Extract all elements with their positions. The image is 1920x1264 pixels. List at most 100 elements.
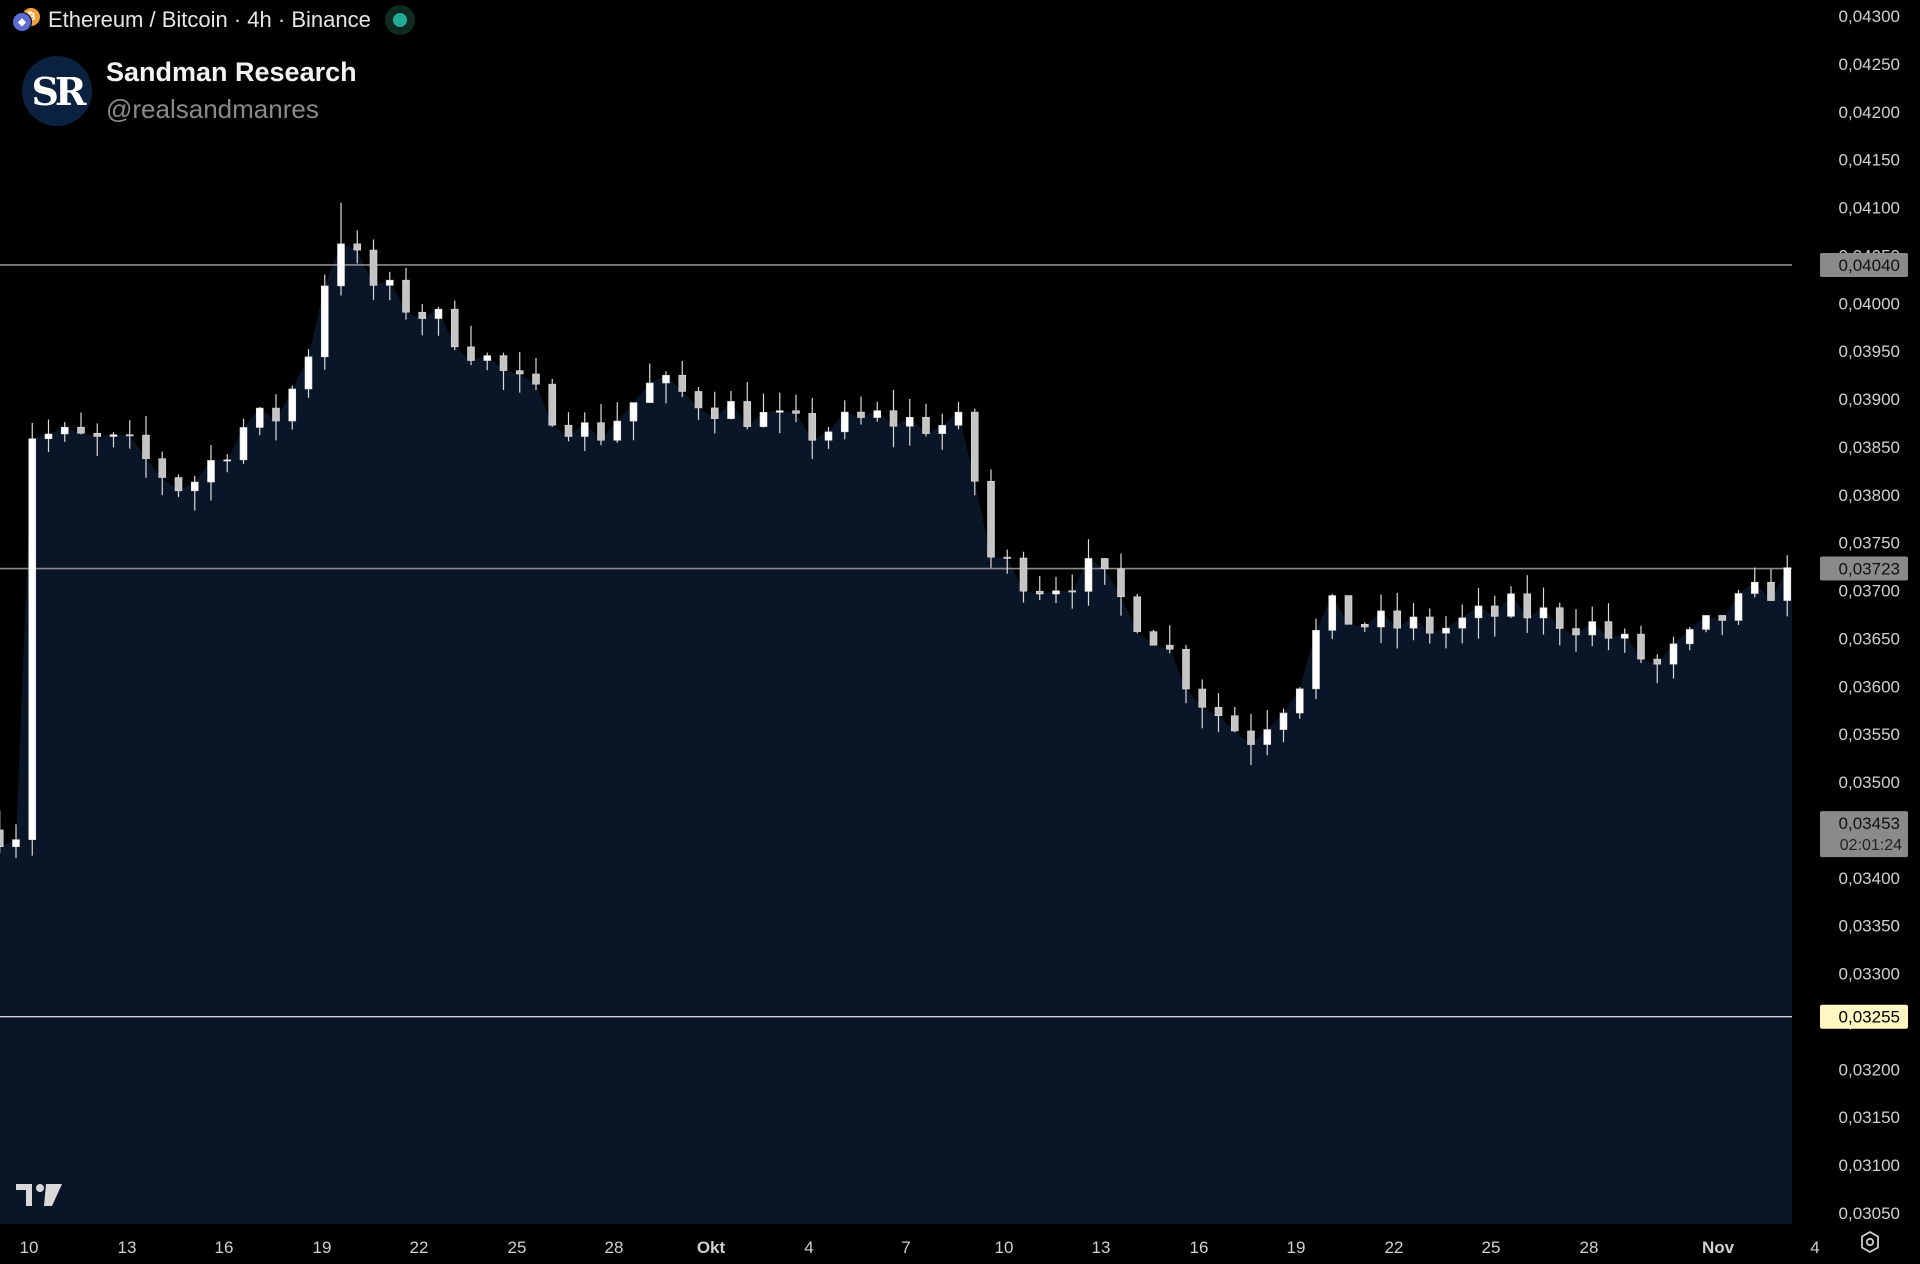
price-line-label-bg bbox=[1820, 252, 1908, 277]
candle-body-down bbox=[1653, 658, 1662, 665]
last-price-label-bg bbox=[1820, 811, 1908, 858]
eth-icon: ◆ bbox=[12, 12, 32, 32]
candle-body-up bbox=[288, 388, 297, 422]
candle-body-up bbox=[1783, 567, 1792, 601]
candle-body-up bbox=[727, 401, 735, 419]
candle-body-down bbox=[1490, 605, 1499, 617]
candle-body-up bbox=[840, 411, 849, 433]
candle-body-down bbox=[1003, 556, 1012, 559]
candle bbox=[1279, 708, 1288, 743]
candle-body-down bbox=[1425, 616, 1434, 634]
price-tick-label: 0,03700 bbox=[1839, 582, 1900, 601]
candle bbox=[1783, 555, 1792, 617]
candle-body-down bbox=[369, 249, 378, 286]
candle-body-up bbox=[1263, 729, 1272, 745]
candle bbox=[564, 412, 573, 442]
time-tick-label: 13 bbox=[118, 1238, 137, 1257]
candle-body-up bbox=[954, 411, 963, 426]
candle-body-down bbox=[1133, 596, 1142, 632]
time-tick-label: 22 bbox=[1385, 1238, 1404, 1257]
candle bbox=[678, 360, 687, 398]
price-tick-label: 0,04300 bbox=[1839, 7, 1900, 26]
candle bbox=[1393, 592, 1402, 649]
candle bbox=[44, 419, 53, 453]
candle bbox=[808, 398, 817, 459]
last-price-label[interactable]: 0,03453 02:01:24 bbox=[1820, 811, 1908, 858]
candle-body-down bbox=[889, 410, 898, 427]
candle-body-up bbox=[320, 285, 329, 358]
price-tick-label: 0,04200 bbox=[1839, 103, 1900, 122]
candle bbox=[938, 413, 947, 450]
candle-body-up bbox=[434, 308, 443, 319]
candle bbox=[1198, 679, 1207, 729]
candle bbox=[792, 394, 800, 423]
price-tick-label: 0,04250 bbox=[1839, 55, 1900, 74]
price-line-label[interactable]: 0,03255 bbox=[1820, 1004, 1908, 1029]
price-line-label[interactable]: 0,04040 bbox=[1820, 252, 1908, 277]
price-line-label[interactable]: 0,03723 bbox=[1820, 556, 1908, 581]
candle bbox=[450, 300, 459, 351]
price-line-label-text: 0,04040 bbox=[1839, 256, 1900, 275]
candle bbox=[1734, 589, 1743, 625]
candle bbox=[60, 422, 69, 442]
time-tick-label: 10 bbox=[995, 1238, 1014, 1257]
candle bbox=[532, 357, 540, 390]
candle-body-down bbox=[467, 346, 475, 361]
candle-body-up bbox=[1084, 558, 1093, 592]
price-tick-label: 0,03300 bbox=[1839, 965, 1900, 984]
candle-body-down bbox=[1019, 557, 1028, 592]
symbol-header[interactable]: ₿ ◆ Ethereum / Bitcoin · 4h · Binance bbox=[12, 4, 415, 36]
candle-body-up bbox=[905, 417, 914, 427]
candle-body-up bbox=[629, 402, 638, 422]
candle-body-down bbox=[597, 422, 605, 441]
candle-body-down bbox=[1182, 648, 1190, 690]
candle bbox=[255, 406, 264, 436]
candle-body-down bbox=[1117, 568, 1125, 598]
candle bbox=[223, 454, 232, 473]
candle bbox=[1555, 602, 1564, 646]
candle bbox=[1458, 604, 1467, 644]
candle bbox=[1182, 645, 1190, 704]
candle bbox=[434, 306, 443, 336]
candle bbox=[1165, 625, 1174, 654]
candle-body-up bbox=[1295, 688, 1304, 714]
candle bbox=[142, 415, 150, 478]
candle-body-down bbox=[158, 458, 167, 478]
candle-body-up bbox=[28, 438, 37, 840]
candle bbox=[272, 394, 280, 441]
price-tick-label: 0,03350 bbox=[1839, 917, 1900, 936]
candle bbox=[1344, 595, 1353, 625]
candle-body-down bbox=[499, 355, 508, 371]
time-tick-label: 19 bbox=[313, 1238, 332, 1257]
time-tick-label: 4 bbox=[804, 1238, 813, 1257]
symbol-title: Ethereum / Bitcoin · 4h · Binance bbox=[48, 7, 371, 32]
candle bbox=[320, 274, 329, 370]
candle bbox=[77, 412, 85, 435]
settings-icon[interactable] bbox=[1858, 1230, 1882, 1254]
candle bbox=[1539, 587, 1548, 635]
time-tick-label: 4 bbox=[1810, 1238, 1819, 1257]
price-tick-label: 0,04100 bbox=[1839, 199, 1900, 218]
candle-body-up bbox=[44, 433, 53, 440]
candle bbox=[1474, 588, 1483, 639]
candle bbox=[889, 389, 898, 448]
candle-body-down bbox=[532, 373, 540, 385]
candle bbox=[158, 451, 167, 496]
candle bbox=[857, 396, 865, 425]
candle-body-down bbox=[678, 374, 687, 392]
price-tick-label: 0,04150 bbox=[1839, 151, 1900, 170]
candle-body-down bbox=[174, 477, 183, 492]
candle-body-down bbox=[1149, 631, 1158, 646]
candle bbox=[353, 230, 362, 264]
tradingview-logo-icon[interactable] bbox=[16, 1182, 62, 1208]
candle-body-up bbox=[255, 407, 264, 428]
candle bbox=[694, 387, 703, 420]
candlesticks bbox=[0, 202, 1920, 858]
price-tick-label: 0,03100 bbox=[1839, 1156, 1900, 1175]
candle bbox=[28, 422, 37, 856]
candle-body-up bbox=[645, 382, 654, 403]
candle-body-down bbox=[1360, 624, 1369, 628]
candle bbox=[1685, 626, 1694, 651]
candle bbox=[12, 824, 20, 858]
